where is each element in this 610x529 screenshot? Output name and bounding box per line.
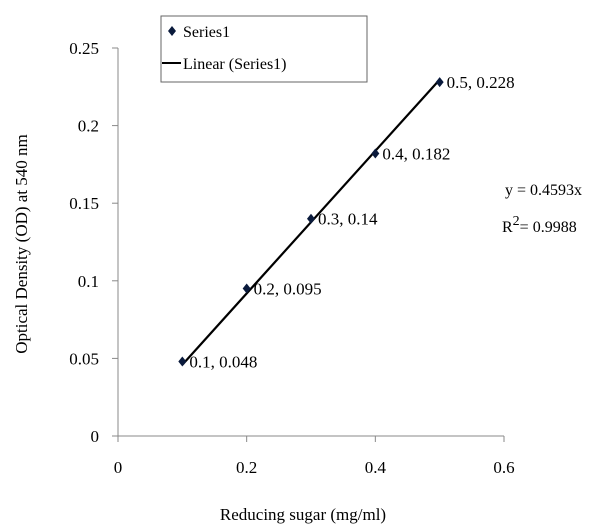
x-tick-label: 0.4 [365,458,387,477]
trendline-equation: y = 0.4593x R2= 0.9988 [502,182,582,236]
x-axis-title: Reducing sugar (mg/ml) [220,505,386,524]
data-point [435,77,444,88]
r-squared-value: = 0.9988 [520,219,577,236]
y-axis-title: Optical Density (OD) at 540 nm [12,134,31,354]
data-label: 0.2, 0.095 [254,280,322,299]
legend-trendline-label: Linear (Series1) [183,56,287,73]
x-tick-label: 0.2 [236,458,257,477]
axes [117,48,504,437]
data-point [242,283,251,294]
x-tick-label: 0.6 [493,458,514,477]
legend-series1-label: Series1 [183,24,230,41]
y-tick-label: 0.15 [69,194,99,213]
r-squared-superscript: 2 [513,214,520,229]
legend-series1-marker [168,26,176,36]
data-label: 0.3, 0.14 [318,210,378,229]
data-label: 0.5, 0.228 [447,73,515,92]
equation-text: y = 0.4593x [505,182,582,199]
data-point [307,213,315,224]
points-layer [178,77,444,367]
data-label: 0.1, 0.048 [189,353,257,372]
r-squared-text: R2= 0.9988 [502,214,577,236]
legend-box [160,15,368,83]
x-tick-label: 0 [114,458,123,477]
data-label: 0.4, 0.182 [382,145,450,164]
r-squared-prefix: R [502,219,513,236]
y-ticks: 0 0.05 0.1 0.15 0.2 0.25 [69,39,118,446]
y-tick-label: 0.05 [69,349,99,368]
y-tick-label: 0 [91,427,100,446]
data-point [371,148,380,159]
y-tick-label: 0.1 [78,272,99,291]
data-point [178,356,187,367]
x-ticks: 0 0.2 0.4 0.6 [114,436,515,477]
data-labels-layer: 0.1, 0.048 0.2, 0.095 0.3, 0.14 0.4, 0.182 0… [189,73,514,371]
legend: Series1 Linear (Series1) [160,15,368,83]
y-tick-label: 0.25 [69,39,99,58]
y-tick-label: 0.2 [78,117,99,136]
